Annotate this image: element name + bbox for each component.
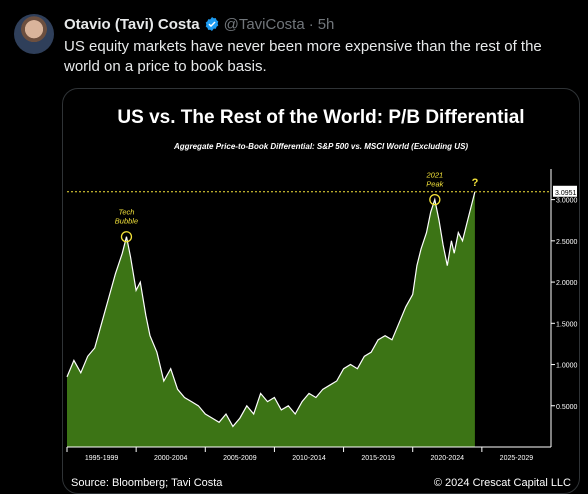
y-tick-label: 3.0000 xyxy=(556,198,578,205)
tweet-text: US equity markets have never been more e… xyxy=(64,38,542,75)
chart-image-card[interactable]: US vs. The Rest of the World: P/B Differ… xyxy=(62,88,580,494)
x-tick-label: 2025-2029 xyxy=(500,455,534,462)
y-tick-label: 0.5000 xyxy=(556,404,578,411)
annotation-label: Bubble xyxy=(115,217,138,226)
x-tick-label: 2000-2004 xyxy=(154,455,188,462)
current-value-box xyxy=(553,185,577,197)
x-tick-label: 2010-2014 xyxy=(292,455,326,462)
y-tick-label: 1.5000 xyxy=(556,321,578,328)
x-tick-label: 1995-1999 xyxy=(85,455,119,462)
series-area xyxy=(67,191,475,447)
author-avatar[interactable] xyxy=(14,14,54,54)
tweet-header: Otavio (Tavi) Costa @TaviCosta · 5h xyxy=(64,14,334,34)
x-tick-label: 2005-2009 xyxy=(223,455,257,462)
chart-svg: US vs. The Rest of the World: P/B Differ… xyxy=(66,107,578,489)
annotation-circle xyxy=(429,193,441,206)
chart-copyright: © 2024 Crescat Capital LLC xyxy=(434,477,571,489)
x-tick-label: 2020-2024 xyxy=(431,455,465,462)
author-handle[interactable]: @TaviCosta xyxy=(223,15,305,33)
verified-badge-icon xyxy=(205,17,218,31)
author-name[interactable]: Otavio (Tavi) Costa xyxy=(64,15,200,33)
annotation-label: Tech xyxy=(118,208,134,217)
annotation-circle xyxy=(120,231,133,243)
annotation-question-mark: ? xyxy=(472,177,479,189)
chart-subtitle: Aggregate Price-to-Book Differential: S&… xyxy=(173,142,468,151)
series-line xyxy=(66,191,476,428)
y-tick-label: 2.5000 xyxy=(556,239,578,246)
annotation-label: Peak xyxy=(426,180,444,189)
y-tick-label: 2.0000 xyxy=(556,280,578,287)
current-value-label: 3.0951 xyxy=(555,190,577,197)
timestamp[interactable]: 5h xyxy=(317,15,335,33)
separator-dot: · xyxy=(308,15,314,33)
x-tick-label: 2015-2019 xyxy=(361,455,395,462)
chart-source: Source: Bloomberg; Tavi Costa xyxy=(71,477,223,489)
chart-title: US vs. The Rest of the World: P/B Differ… xyxy=(117,107,524,128)
y-tick-label: 1.0000 xyxy=(556,363,578,370)
annotation-label: 2021 xyxy=(425,171,443,180)
